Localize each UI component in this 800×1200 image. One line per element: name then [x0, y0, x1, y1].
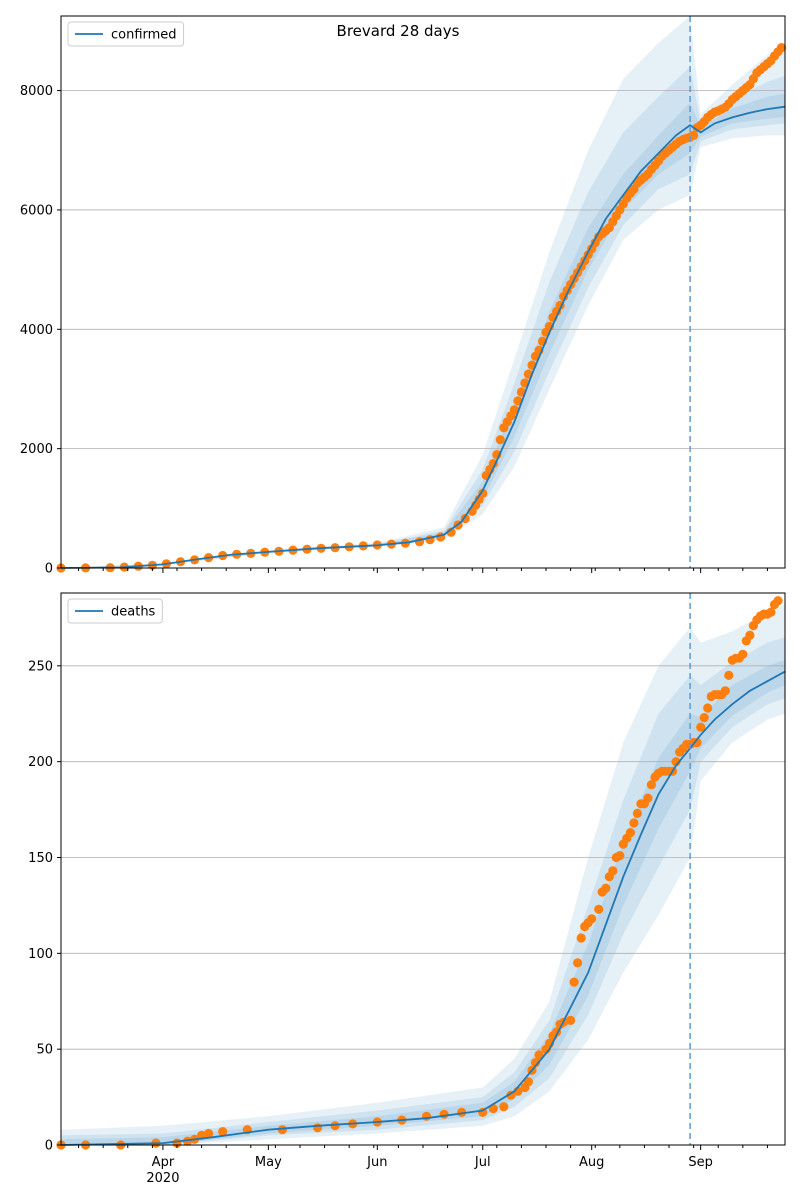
confirmed-band-3 — [61, 93, 785, 568]
deaths-y-axis: 0 50 100 150 200 250 — [28, 659, 61, 1154]
deaths-observed-point — [696, 722, 706, 732]
deaths-xtick-label: May — [255, 1155, 282, 1170]
deaths-xtick-sublabel: 2020 — [146, 1171, 179, 1186]
deaths-observed-point — [720, 686, 730, 696]
deaths-observed-point — [692, 737, 702, 748]
legend-label-deaths: deaths — [111, 605, 156, 620]
deaths-observed-point — [601, 883, 611, 893]
deaths-observed-point — [699, 713, 709, 723]
figure-title: Brevard 28 days — [337, 22, 460, 40]
legend-box — [67, 21, 185, 47]
confirmed-ytick-label: 2000 — [20, 442, 53, 457]
deaths-ytick-label: 50 — [36, 1043, 53, 1058]
deaths-ytick-label: 150 — [28, 851, 53, 866]
deaths-ytick-label: 100 — [28, 947, 53, 962]
deaths-band-2 — [61, 637, 785, 1145]
deaths-observed-point — [745, 630, 755, 640]
deaths-observed-point — [594, 904, 604, 914]
deaths-ytick-label: 0 — [45, 1139, 53, 1154]
deaths-observed-point — [643, 793, 653, 803]
deaths-observed-point — [523, 1077, 534, 1087]
deaths-observed-point — [576, 933, 586, 943]
deaths-xtick-label: Aug — [579, 1155, 604, 1170]
confirmed-observed-points — [56, 43, 787, 573]
confirmed-ytick-label: 4000 — [20, 323, 53, 338]
deaths-observed-point — [421, 1111, 432, 1121]
deaths-observed-point — [218, 1127, 228, 1137]
deaths-legend: deaths — [67, 598, 163, 624]
deaths-observed-point — [724, 670, 734, 681]
deaths-observed-point — [457, 1107, 467, 1117]
deaths-observed-point — [629, 818, 639, 828]
confirmed-model-line — [60, 105, 786, 569]
deaths-observed-point — [182, 1136, 193, 1146]
confirmed-observed-point — [776, 43, 787, 53]
deaths-band-3 — [61, 660, 785, 1145]
confirmed-band-1 — [61, 16, 785, 568]
deaths-observed-point — [330, 1121, 340, 1131]
deaths-band-1 — [61, 604, 785, 1145]
legend-label-confirmed: confirmed — [111, 28, 177, 43]
legend-box — [67, 598, 163, 624]
deaths-observed-point — [534, 1050, 544, 1060]
deaths-uncertainty-bands — [61, 604, 785, 1145]
confirmed-gridlines — [61, 90, 785, 450]
confirmed-observed-point — [478, 488, 488, 498]
deaths-observed-point — [615, 851, 625, 861]
confirmed-chart: 0 2000 4000 6000 8000 confirmed — [20, 15, 787, 577]
confirmed-uncertainty-bands — [61, 16, 785, 568]
deaths-model-line — [60, 670, 786, 1146]
deaths-observed-point — [204, 1128, 214, 1139]
confirmed-ytick-label: 8000 — [20, 84, 53, 99]
deaths-observed-point — [587, 914, 597, 924]
deaths-observed-point — [632, 808, 643, 819]
confirmed-band-2 — [61, 66, 785, 568]
deaths-xtick-label: Sep — [688, 1155, 713, 1170]
deaths-observed-point — [530, 1058, 541, 1068]
deaths-observed-point — [573, 958, 583, 968]
confirmed-legend: confirmed — [67, 21, 185, 47]
deaths-observed-point — [625, 828, 636, 838]
confirmed-ytick-label: 0 — [45, 562, 53, 577]
deaths-observed-point — [646, 780, 657, 790]
deaths-observed-point — [566, 1015, 576, 1025]
deaths-observed-point — [313, 1123, 323, 1133]
deaths-xtick-label: Jul — [474, 1155, 491, 1170]
deaths-observed-point — [766, 607, 776, 617]
deaths-observed-point — [277, 1125, 287, 1135]
deaths-observed-point — [773, 596, 783, 606]
deaths-ytick-label: 250 — [28, 659, 53, 674]
deaths-observed-point — [703, 703, 713, 713]
deaths-gridlines — [61, 665, 785, 1050]
deaths-observed-point — [439, 1109, 449, 1119]
confirmed-observed-point — [446, 527, 456, 537]
deaths-observed-point — [608, 866, 618, 876]
confirmed-observed-point — [509, 405, 519, 415]
deaths-xtick-label: Jun — [366, 1155, 387, 1170]
deaths-observed-points — [56, 596, 783, 1150]
confirmed-observed-point — [689, 130, 699, 140]
confirmed-observed-point — [495, 435, 505, 445]
deaths-ytick-label: 200 — [28, 755, 53, 770]
deaths-observed-point — [738, 649, 748, 659]
deaths-xtick-label: Apr — [152, 1155, 175, 1170]
confirmed-observed-point — [513, 396, 523, 406]
confirmed-x-axis — [78, 568, 768, 573]
deaths-observed-point — [569, 977, 579, 987]
deaths-observed-point — [499, 1102, 509, 1112]
confirmed-ytick-label: 6000 — [20, 203, 53, 218]
confirmed-y-axis: 0 2000 4000 6000 8000 — [20, 84, 61, 577]
